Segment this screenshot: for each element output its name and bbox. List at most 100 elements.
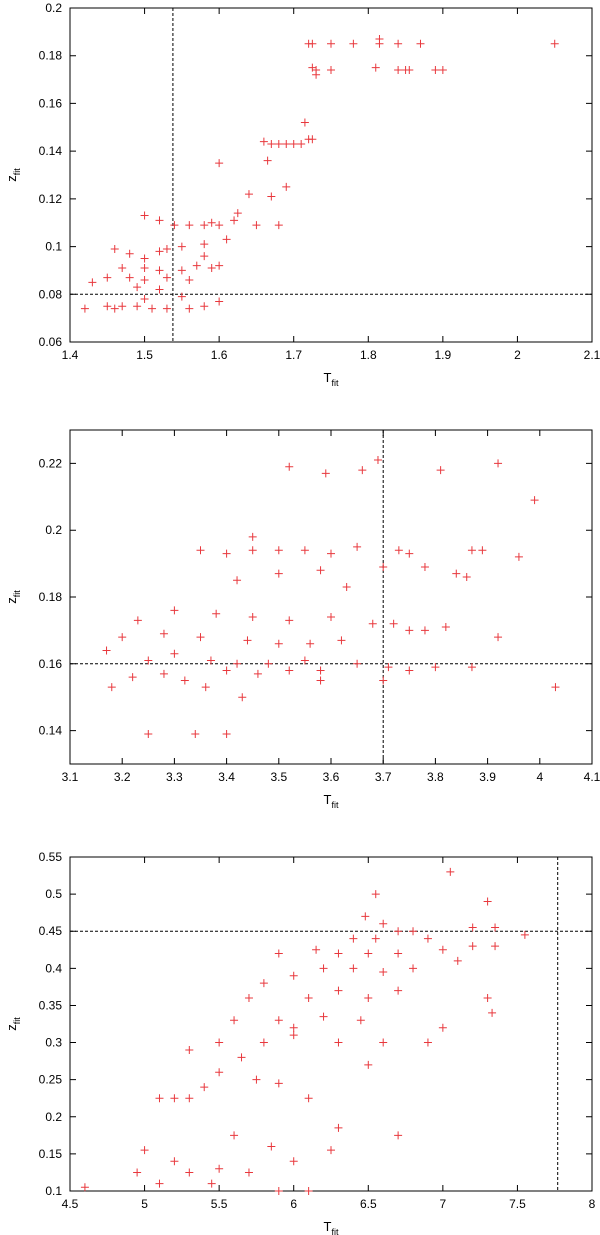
point [215, 1068, 224, 1077]
x-tick-label: 2 [514, 348, 521, 362]
y-tick-label: 0.18 [39, 49, 63, 63]
point [364, 994, 373, 1003]
point [274, 546, 283, 555]
x-tick-label: 6 [290, 1197, 297, 1211]
point [140, 295, 149, 304]
point [170, 1157, 179, 1166]
point [441, 623, 450, 632]
point [185, 1094, 194, 1103]
point [375, 39, 384, 48]
point [334, 949, 343, 958]
point [200, 302, 209, 311]
point [80, 1183, 89, 1192]
point [423, 1038, 432, 1047]
x-tick-label: 3.8 [427, 770, 444, 784]
x-tick-label: 3.1 [62, 770, 79, 784]
point [237, 1053, 246, 1062]
point [170, 649, 179, 658]
point [379, 562, 388, 571]
point [436, 466, 445, 475]
point [215, 221, 224, 230]
y-tick-label: 0.45 [39, 924, 63, 938]
point [446, 867, 455, 876]
point [185, 1168, 194, 1177]
plot-frame [69, 7, 593, 343]
point [170, 1094, 179, 1103]
point [285, 666, 294, 675]
x-tick-label: 4.1 [584, 770, 600, 784]
point [394, 546, 403, 555]
point [274, 1187, 283, 1195]
point [319, 1012, 328, 1021]
point [389, 619, 398, 628]
point [409, 964, 418, 973]
point [118, 633, 127, 642]
point [244, 994, 253, 1003]
point [349, 964, 358, 973]
point [384, 663, 393, 672]
point [215, 159, 224, 168]
y-tick-label: 0.16 [39, 96, 63, 110]
point [230, 1131, 239, 1140]
point [416, 39, 425, 48]
point [200, 252, 209, 261]
point [300, 656, 309, 665]
point [316, 566, 325, 575]
ylabel-sub: fit [12, 1017, 22, 1025]
point [140, 1146, 149, 1155]
point [285, 616, 294, 625]
point [80, 304, 89, 313]
point [405, 626, 414, 635]
point [248, 613, 257, 622]
point [185, 1045, 194, 1054]
point [128, 673, 137, 682]
xlabel-sub: fit [331, 378, 339, 388]
point [177, 266, 186, 275]
point [394, 949, 403, 958]
point [248, 532, 257, 541]
point [394, 1131, 403, 1140]
point [327, 1146, 335, 1155]
point [491, 923, 500, 932]
point [140, 254, 149, 263]
x-tick-label: 3.2 [114, 770, 131, 784]
ylabel-sub: fit [12, 590, 22, 598]
point [177, 242, 186, 251]
point [155, 266, 164, 275]
plot-frame [69, 856, 593, 1192]
y-tick-label: 0.06 [39, 335, 63, 349]
point [212, 609, 221, 618]
point [394, 927, 403, 936]
point [438, 945, 447, 954]
point [274, 1016, 283, 1025]
ylabel-label: zfit [4, 1017, 22, 1031]
xlabel-label: Tfit [324, 370, 339, 388]
point [200, 221, 209, 230]
point [159, 629, 168, 638]
y-tick-label: 0.2 [45, 1110, 62, 1124]
point [185, 221, 194, 230]
point [238, 693, 247, 702]
point [259, 137, 268, 146]
x-tick-label: 1.9 [435, 348, 452, 362]
x-tick-label: 3.3 [166, 770, 183, 784]
point [252, 1075, 261, 1084]
x-tick-label: 3.9 [479, 770, 496, 784]
point [478, 546, 487, 555]
y-tick-label: 0.5 [45, 887, 62, 901]
point [206, 656, 215, 665]
point [140, 211, 149, 220]
point [282, 182, 291, 191]
x-tick-label: 3.5 [270, 770, 287, 784]
plot-frame [69, 429, 593, 765]
point [274, 949, 283, 958]
point [371, 63, 380, 72]
point [125, 249, 134, 258]
x-tick-label: 5 [141, 1197, 148, 1211]
point [312, 945, 321, 954]
xlabel-main: T [324, 1219, 332, 1234]
point [438, 66, 447, 75]
point [394, 66, 403, 75]
x-tick-label: 7 [440, 1197, 447, 1211]
point [316, 676, 325, 685]
